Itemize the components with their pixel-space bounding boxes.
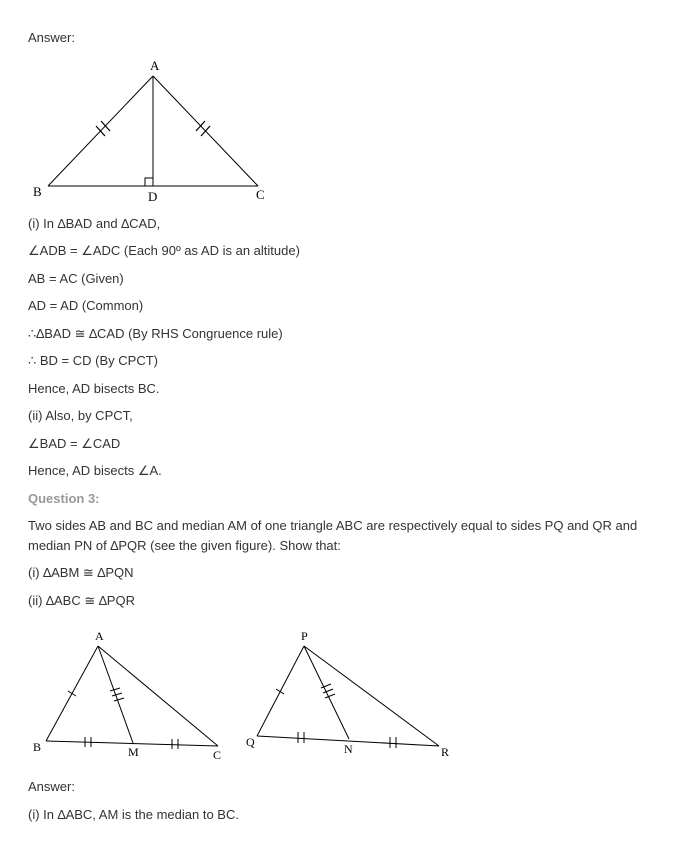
proof-line: (i) In ∆ABC, AM is the median to BC. [28, 805, 671, 825]
svg-text:N: N [344, 742, 353, 756]
svg-text:P: P [301, 629, 308, 643]
figure-triangle-abc-altitude: A B D C [28, 56, 671, 206]
proof-line: ∴∆BAD ≅ ∆CAD (By RHS Congruence rule) [28, 324, 671, 344]
proof-line: Hence, AD bisects BC. [28, 379, 671, 399]
proof-line: ∴ BD = CD (By CPCT) [28, 351, 671, 371]
svg-text:A: A [150, 58, 160, 73]
figure-triangle-pqr-median: P Q N R [244, 626, 454, 761]
answer-heading: Answer: [28, 777, 671, 797]
proof-line: (ii) Also, by CPCT, [28, 406, 671, 426]
proof-line: (i) In ∆BAD and ∆CAD, [28, 214, 671, 234]
svg-text:D: D [148, 189, 157, 204]
proof-line: Hence, AD bisects ∠A. [28, 461, 671, 481]
svg-text:A: A [95, 629, 104, 643]
figures-row: A B M C P Q N R [28, 618, 671, 769]
answer-heading: Answer: [28, 28, 671, 48]
figure-triangle-abc-median: A B M C [28, 626, 228, 761]
svg-text:B: B [33, 740, 41, 754]
svg-text:Q: Q [246, 735, 255, 749]
svg-text:M: M [128, 745, 139, 759]
svg-text:C: C [213, 748, 221, 761]
question-text: Two sides AB and BC and median AM of one… [28, 516, 671, 555]
proof-line: AB = AC (Given) [28, 269, 671, 289]
question-part: (i) ∆ABM ≅ ∆PQN [28, 563, 671, 583]
svg-text:C: C [256, 187, 265, 202]
svg-text:R: R [441, 745, 449, 759]
question-part: (ii) ∆ABC ≅ ∆PQR [28, 591, 671, 611]
proof-line: AD = AD (Common) [28, 296, 671, 316]
question-heading: Question 3: [28, 489, 671, 509]
proof-line: ∠BAD = ∠CAD [28, 434, 671, 454]
proof-line: ∠ADB = ∠ADC (Each 90º as AD is an altitu… [28, 241, 671, 261]
svg-text:B: B [33, 184, 42, 199]
